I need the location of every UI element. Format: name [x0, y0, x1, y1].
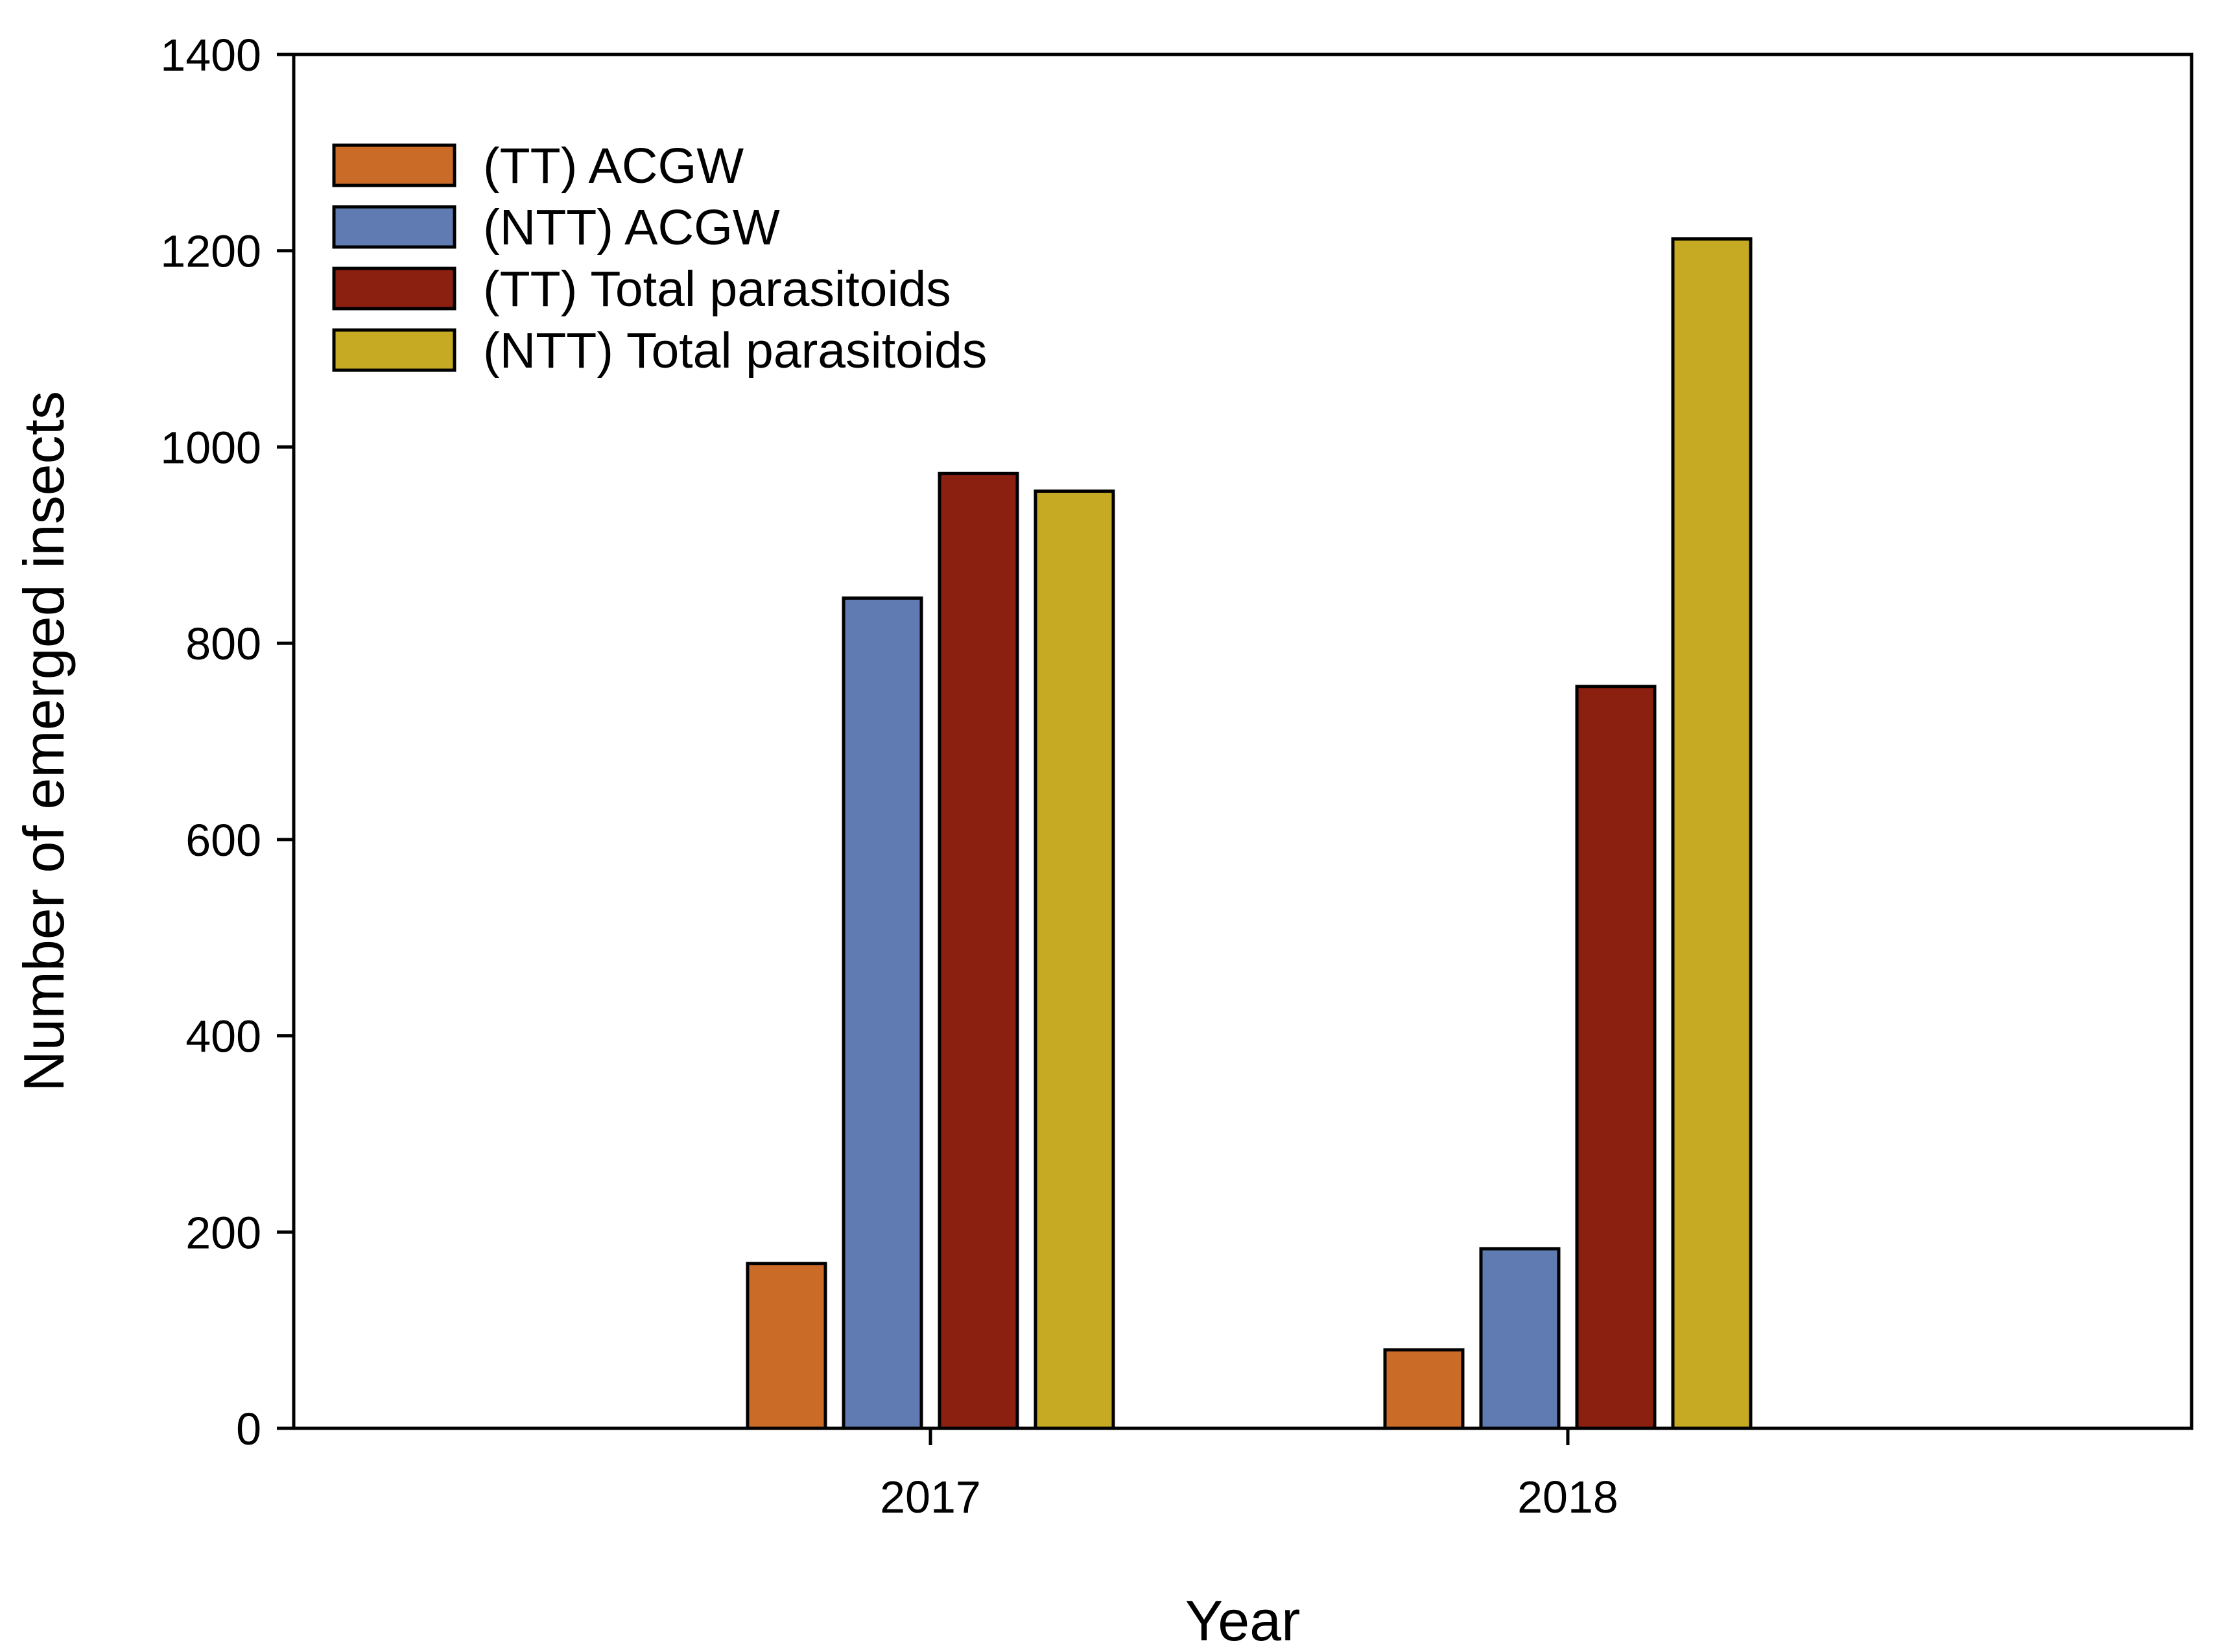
y-tick-label: 400 — [185, 1011, 261, 1062]
legend-label: (NTT) ACGW — [483, 200, 780, 255]
y-tick-label: 1400 — [160, 30, 261, 80]
bar-ntt-acgw-2017 — [842, 596, 923, 1430]
legend-label: (TT) ACGW — [483, 138, 744, 194]
bar-ntt-acgw-2018 — [1479, 1247, 1561, 1430]
bar-tt-total-parasitoids-2017 — [938, 471, 1019, 1430]
y-tick-label: 800 — [185, 619, 261, 669]
bar-tt-acgw-2017 — [746, 1262, 827, 1430]
y-tick-label: 1200 — [160, 226, 261, 277]
bar-tt-acgw-2018 — [1383, 1348, 1465, 1430]
legend-swatch — [332, 205, 456, 249]
y-tick-label: 1000 — [160, 422, 261, 473]
y-axis-title: Number of emerged insects — [12, 391, 76, 1092]
legend-swatch — [332, 266, 456, 311]
x-tick-label: 2018 — [1517, 1472, 1618, 1522]
bar-ntt-total-parasitoids-2018 — [1671, 237, 1753, 1430]
y-tick-label: 200 — [185, 1207, 261, 1258]
bar-ntt-total-parasitoids-2017 — [1034, 490, 1115, 1430]
legend-swatch — [332, 328, 456, 372]
y-axis: 0 200 400 600 800 1000 1200 1400 — [160, 30, 294, 1454]
x-tick-label: 2017 — [880, 1472, 981, 1522]
bars-layer — [746, 237, 1753, 1430]
y-tick-label: 0 — [236, 1404, 261, 1454]
legend: (TT) ACGW (NTT) ACGW (TT) Total parasitoid… — [332, 138, 987, 379]
x-axis: 2017 2018 — [880, 1428, 1618, 1522]
y-tick-label: 600 — [185, 815, 261, 866]
x-axis-title: Year — [1185, 1588, 1301, 1652]
bar-tt-total-parasitoids-2018 — [1575, 685, 1657, 1430]
plot-frame — [292, 53, 2194, 1430]
legend-label: (NTT) Total parasitoids — [483, 323, 987, 379]
legend-label: (TT) Total parasitoids — [483, 261, 951, 317]
legend-swatch — [332, 143, 456, 187]
